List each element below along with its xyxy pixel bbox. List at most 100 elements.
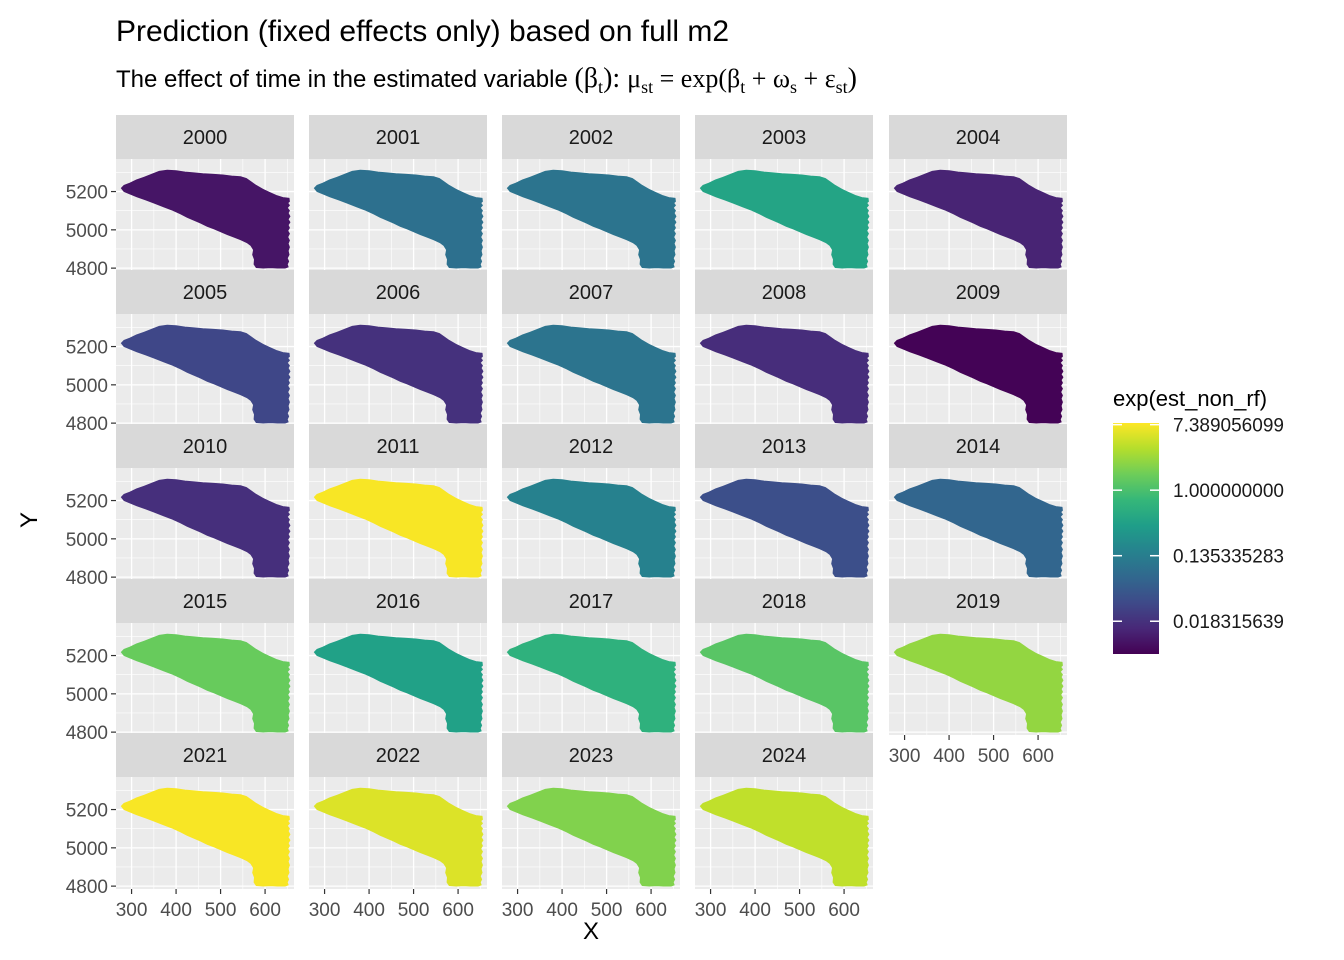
legend-label: 0.018315639 — [1173, 612, 1284, 633]
y-tick-label: 5000 — [66, 221, 108, 242]
y-tick-label: 5200 — [66, 801, 108, 822]
region-fill-2004 — [893, 169, 1064, 269]
y-tick-label: 4800 — [66, 414, 108, 435]
facet-strip-label: 2021 — [183, 745, 228, 767]
facet-panel: 2014 — [889, 424, 1067, 580]
facet-strip-label: 2011 — [376, 436, 419, 458]
region-fill-2014 — [893, 478, 1064, 578]
facet-strip-label: 2006 — [376, 282, 421, 304]
region-fill-2000 — [120, 169, 291, 269]
x-tick-label: 400 — [933, 746, 965, 767]
y-tick-label: 5000 — [66, 530, 108, 551]
facet-panel: 2024 300 400 500 600 — [695, 733, 873, 921]
facet-strip — [502, 579, 680, 623]
x-tick-label: 400 — [160, 900, 192, 921]
facet-panel: 2018 — [695, 579, 873, 735]
facet-strip-label: 2014 — [956, 436, 1001, 458]
x-tick-label: 400 — [739, 900, 771, 921]
region-fill-2023 — [506, 787, 677, 887]
x-tick-label: 500 — [784, 900, 816, 921]
y-tick-label: 5200 — [66, 647, 108, 668]
x-tick-label: 300 — [502, 900, 534, 921]
legend-colorbar — [1113, 423, 1159, 654]
region-fill-2021 — [120, 787, 291, 887]
x-tick-label: 600 — [442, 900, 474, 921]
x-tick-label: 300 — [889, 746, 921, 767]
x-tick-label: 300 — [116, 900, 148, 921]
x-tick-label: 500 — [591, 900, 623, 921]
facet-strip-label: 2024 — [762, 745, 807, 767]
facet-panel: 2015 5200 5000 4800 — [66, 579, 294, 744]
chart-title: Prediction (fixed effects only) based on… — [116, 15, 729, 48]
facet-strip — [309, 579, 487, 623]
facet-strip — [116, 424, 294, 468]
facet-panel: 2011 — [309, 424, 487, 580]
legend-title: exp(est_non_rf) — [1113, 386, 1267, 411]
region-fill-2005 — [120, 324, 291, 424]
y-tick-label: 5200 — [66, 338, 108, 359]
facet-panel: 2022 300 400 500 600 — [309, 733, 487, 921]
facet-strip-label: 2001 — [376, 127, 421, 149]
x-tick-label: 300 — [309, 900, 341, 921]
x-tick-label: 400 — [546, 900, 578, 921]
legend-label: 0.135335283 — [1173, 547, 1284, 568]
facet-strip — [116, 115, 294, 159]
facet-panel: 2013 — [695, 424, 873, 580]
facet-strip — [889, 270, 1067, 314]
facet-strip — [695, 270, 873, 314]
facet-strip-label: 2019 — [956, 591, 1001, 613]
facet-strip — [889, 424, 1067, 468]
facet-panel: 2012 — [502, 424, 680, 580]
facet-strip-label: 2004 — [956, 127, 1001, 149]
region-fill-2017 — [506, 633, 677, 733]
facet-strip-label: 2002 — [569, 127, 614, 149]
region-fill-2011 — [313, 478, 484, 578]
legend-label: 7.389056099 — [1173, 416, 1284, 437]
facet-panel: 2023 300 400 500 600 — [502, 733, 680, 921]
x-tick-label: 600 — [828, 900, 860, 921]
facet-strip-label: 2017 — [569, 591, 614, 613]
facet-panels: 2000 5200 5000 4800 2001 2002 2003 2004 2005 5200… — [66, 115, 1067, 921]
facet-panel: 2016 — [309, 579, 487, 735]
facet-panel: 2000 5200 5000 4800 — [66, 115, 294, 280]
facet-panel: 2019 300 400 500 600 — [889, 579, 1067, 767]
facet-strip-label: 2022 — [376, 745, 421, 767]
facet-strip — [695, 424, 873, 468]
facet-strip-label: 2009 — [956, 282, 1001, 304]
x-tick-label: 500 — [978, 746, 1010, 767]
facet-panel: 2006 — [309, 270, 487, 426]
region-fill-2015 — [120, 633, 291, 733]
region-fill-2003 — [699, 169, 870, 269]
facet-strip — [502, 733, 680, 777]
facet-strip-label: 2003 — [762, 127, 807, 149]
facet-strip — [695, 733, 873, 777]
facet-strip-label: 2008 — [762, 282, 807, 304]
facet-panel: 2007 — [502, 270, 680, 426]
x-tick-label: 600 — [635, 900, 667, 921]
y-tick-label: 5000 — [66, 685, 108, 706]
y-tick-label: 4800 — [66, 568, 108, 589]
facet-strip — [889, 115, 1067, 159]
facet-strip — [502, 270, 680, 314]
y-tick-label: 4800 — [66, 877, 108, 898]
region-fill-2013 — [699, 478, 870, 578]
region-fill-2009 — [893, 324, 1064, 424]
facet-panel: 2003 — [695, 115, 873, 271]
chart-subtitle: The effect of time in the estimated vari… — [116, 63, 857, 97]
region-fill-2022 — [313, 787, 484, 887]
facet-strip-label: 2018 — [762, 591, 807, 613]
x-tick-label: 500 — [398, 900, 430, 921]
facet-panel: 2021 5200 5000 4800 300 400 500 600 — [66, 733, 294, 921]
facet-panel: 2004 — [889, 115, 1067, 271]
x-tick-label: 500 — [205, 900, 237, 921]
color-legend: exp(est_non_rf) 7.389056099 1.000000000 0.… — [1113, 386, 1284, 654]
region-fill-2010 — [120, 478, 291, 578]
facet-strip-label: 2007 — [569, 282, 614, 304]
y-tick-label: 4800 — [66, 259, 108, 280]
facet-strip — [116, 270, 294, 314]
y-tick-label: 5200 — [66, 183, 108, 204]
region-fill-2012 — [506, 478, 677, 578]
region-fill-2024 — [699, 787, 870, 887]
facet-panel: 2008 — [695, 270, 873, 426]
